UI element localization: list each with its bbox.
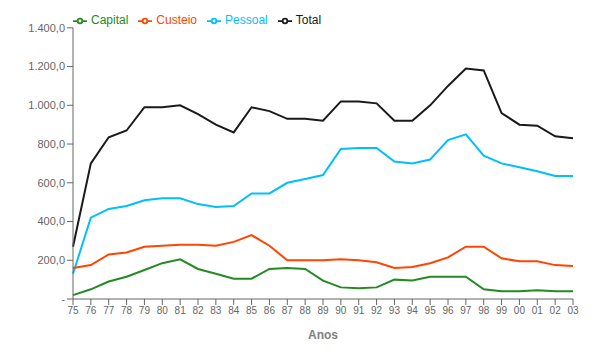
svg-text:99: 99 <box>496 305 508 316</box>
svg-text:-: - <box>61 293 65 305</box>
svg-text:75: 75 <box>67 305 79 316</box>
svg-text:85: 85 <box>246 305 258 316</box>
svg-text:80: 80 <box>157 305 169 316</box>
svg-text:78: 78 <box>121 305 133 316</box>
svg-text:77: 77 <box>103 305 115 316</box>
svg-text:81: 81 <box>175 305 187 316</box>
svg-text:200,0: 200,0 <box>37 254 65 266</box>
html-text:Pessoal: Pessoal <box>225 13 268 27</box>
svg-text:92: 92 <box>371 305 383 316</box>
svg-text:1.000,0: 1.000,0 <box>28 99 65 111</box>
svg-text:88: 88 <box>300 305 312 316</box>
svg-text:1.200,0: 1.200,0 <box>28 60 65 72</box>
html-text:Custeio: Custeio <box>156 13 197 27</box>
svg-text:89: 89 <box>317 305 329 316</box>
svg-text:600,0: 600,0 <box>37 177 65 189</box>
svg-text:90: 90 <box>335 305 347 316</box>
svg-text:800,0: 800,0 <box>37 138 65 150</box>
svg-text:02: 02 <box>550 305 562 316</box>
svg-text:76: 76 <box>85 305 97 316</box>
svg-text:86: 86 <box>264 305 276 316</box>
svg-text:95: 95 <box>425 305 437 316</box>
html-text:Total: Total <box>295 13 322 27</box>
svg-text:87: 87 <box>282 305 294 316</box>
svg-text:93: 93 <box>389 305 401 316</box>
svg-text:96: 96 <box>442 305 454 316</box>
svg-text:1.400,0: 1.400,0 <box>28 22 65 34</box>
svg-text:83: 83 <box>210 305 222 316</box>
svg-text:400,0: 400,0 <box>37 215 65 227</box>
svg-text:91: 91 <box>353 305 365 316</box>
svg-text:98: 98 <box>478 305 490 316</box>
svg-text:03: 03 <box>567 305 579 316</box>
svg-text:84: 84 <box>228 305 240 316</box>
svg-text:82: 82 <box>192 305 204 316</box>
svg-text:00: 00 <box>514 305 526 316</box>
svg-text:01: 01 <box>532 305 544 316</box>
html-text:Capital: Capital <box>91 13 129 27</box>
svg-text:94: 94 <box>407 305 419 316</box>
svg-text:79: 79 <box>139 305 151 316</box>
svg-text:97: 97 <box>460 305 472 316</box>
svg-text:Anos: Anos <box>308 328 338 342</box>
